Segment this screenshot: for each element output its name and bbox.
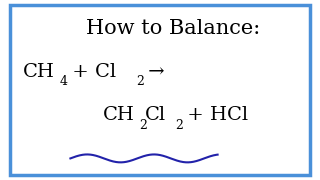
- Text: 2: 2: [175, 119, 183, 132]
- Text: CH: CH: [102, 106, 134, 124]
- Text: + Cl: + Cl: [66, 63, 116, 81]
- Text: CH: CH: [22, 63, 54, 81]
- Text: 2: 2: [139, 119, 147, 132]
- Text: 4: 4: [59, 75, 67, 88]
- Text: + HCl: + HCl: [181, 106, 248, 124]
- Text: How to Balance:: How to Balance:: [86, 19, 260, 38]
- Text: →: →: [142, 63, 165, 81]
- Text: Cl: Cl: [145, 106, 166, 124]
- Text: 2: 2: [136, 75, 144, 88]
